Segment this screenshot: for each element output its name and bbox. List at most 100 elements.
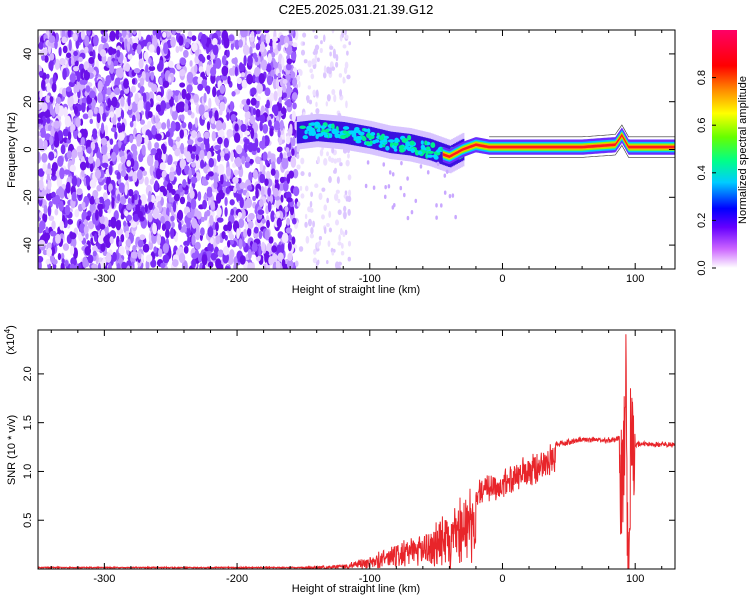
noise-speckle bbox=[282, 78, 288, 85]
noise-speckle bbox=[137, 100, 144, 111]
noise-speckle bbox=[100, 243, 106, 252]
noise-speckle bbox=[79, 79, 86, 85]
noise-speckle bbox=[326, 151, 329, 157]
noise-speckle bbox=[81, 168, 85, 178]
noise-speckle bbox=[49, 135, 54, 146]
noise-speckle bbox=[195, 229, 201, 241]
noise-speckle bbox=[206, 150, 212, 160]
noise-speckle bbox=[270, 51, 276, 58]
noise-speckle bbox=[48, 215, 55, 221]
noise-speckle bbox=[333, 193, 339, 201]
noise-speckle bbox=[69, 96, 74, 107]
noise-speckle bbox=[238, 238, 243, 250]
noise-speckle bbox=[342, 44, 347, 49]
noise-speckle bbox=[261, 218, 266, 224]
noise-speckle bbox=[118, 245, 125, 256]
noise-speckle bbox=[216, 217, 224, 223]
noise-speckle bbox=[95, 209, 99, 221]
noise-speckle bbox=[154, 180, 159, 192]
noise-speckle bbox=[105, 252, 112, 263]
noise-speckle bbox=[111, 151, 117, 162]
noise-speckle bbox=[148, 44, 155, 53]
noise-speckle bbox=[238, 62, 243, 72]
noise-speckle bbox=[443, 190, 447, 195]
colorbar-gradient bbox=[712, 30, 737, 268]
noise-speckle bbox=[246, 73, 254, 85]
noise-speckle bbox=[59, 220, 65, 231]
noise-speckle bbox=[259, 160, 264, 172]
noise-speckle bbox=[155, 133, 162, 140]
noise-speckle bbox=[284, 205, 289, 213]
noise-speckle bbox=[326, 197, 329, 204]
noise-speckle bbox=[227, 240, 231, 248]
noise-speckle bbox=[164, 103, 171, 109]
signal-peak bbox=[427, 150, 435, 154]
noise-speckle bbox=[292, 77, 297, 87]
signal-peak bbox=[361, 136, 367, 142]
noise-speckle bbox=[250, 30, 255, 37]
noise-speckle bbox=[384, 184, 387, 190]
noise-speckle bbox=[171, 30, 177, 36]
noise-speckle bbox=[198, 104, 205, 116]
noise-speckle bbox=[250, 97, 257, 106]
noise-speckle bbox=[127, 94, 131, 107]
noise-speckle bbox=[72, 33, 78, 40]
noise-speckle bbox=[168, 170, 175, 182]
noise-speckle bbox=[239, 255, 246, 265]
noise-speckle bbox=[119, 196, 127, 205]
noise-speckle bbox=[319, 149, 324, 157]
noise-speckle bbox=[152, 222, 158, 235]
noise-speckle bbox=[100, 137, 108, 146]
signal-peak bbox=[328, 133, 333, 138]
signal-peak bbox=[355, 140, 362, 144]
signal-core-band bbox=[442, 133, 675, 158]
noise-speckle bbox=[130, 158, 135, 168]
noise-speckle bbox=[243, 228, 248, 239]
noise-speckle bbox=[84, 35, 89, 47]
noise-speckle bbox=[71, 175, 78, 187]
noise-speckle bbox=[312, 59, 317, 65]
noise-speckle bbox=[255, 42, 261, 51]
noise-speckle bbox=[85, 215, 91, 221]
noise-speckle bbox=[284, 42, 289, 49]
signal-band bbox=[419, 136, 422, 158]
noise-speckle bbox=[279, 176, 285, 184]
noise-speckle bbox=[200, 33, 208, 46]
noise-speckle bbox=[162, 243, 169, 254]
noise-speckle bbox=[335, 219, 340, 226]
x-tick-label: -200 bbox=[226, 273, 248, 285]
noise-speckle bbox=[319, 47, 323, 54]
signal-peak bbox=[324, 129, 330, 133]
noise-speckle bbox=[343, 205, 347, 213]
noise-speckle bbox=[194, 64, 198, 74]
noise-speckle bbox=[160, 143, 166, 151]
noise-speckle bbox=[245, 156, 251, 163]
noise-speckle bbox=[282, 92, 287, 99]
noise-speckle bbox=[315, 261, 320, 266]
noise-speckle bbox=[261, 241, 266, 252]
noise-speckle bbox=[240, 30, 247, 38]
noise-speckle bbox=[315, 89, 319, 97]
signal-peak bbox=[382, 138, 388, 143]
noise-speckle bbox=[325, 101, 329, 107]
noise-speckle bbox=[314, 183, 319, 189]
noise-speckle bbox=[67, 30, 72, 38]
snr-frame bbox=[37, 329, 676, 570]
signal-peak bbox=[370, 131, 376, 136]
noise-speckle bbox=[190, 198, 197, 210]
noise-speckle bbox=[230, 42, 234, 51]
noise-speckle bbox=[218, 94, 224, 101]
noise-speckle bbox=[197, 253, 203, 263]
noise-speckle bbox=[158, 248, 163, 258]
noise-speckle bbox=[52, 74, 57, 85]
noise-speckle bbox=[312, 220, 315, 228]
signal-peak bbox=[378, 143, 384, 148]
noise-speckle bbox=[133, 67, 141, 74]
noise-speckle bbox=[207, 226, 214, 238]
noise-speckle bbox=[97, 203, 104, 211]
noise-speckle bbox=[217, 137, 223, 145]
noise-speckle bbox=[155, 30, 162, 40]
signal-peak bbox=[365, 141, 371, 146]
noise-speckle bbox=[90, 195, 95, 205]
noise-speckle bbox=[322, 71, 327, 79]
